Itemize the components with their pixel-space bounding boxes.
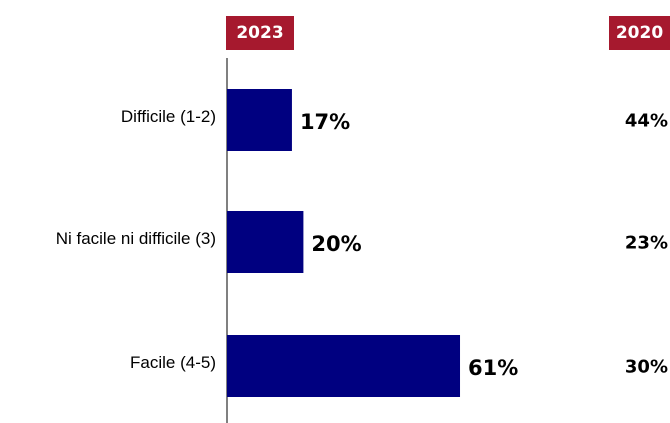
bar-2023-0 <box>227 89 292 151</box>
series-badge-2023-text: 2023 <box>236 23 284 43</box>
series-badge-2020: 2020 <box>609 16 670 50</box>
category-label-neutre: Ni facile ni difficile (3) <box>55 229 216 248</box>
bar-2023-1 <box>227 211 304 273</box>
value-label-2023-facile: 61% <box>468 356 519 380</box>
series-badge-2023: 2023 <box>226 16 294 50</box>
value-label-2023-neutre: 20% <box>311 232 362 256</box>
series-badge-2020-text: 2020 <box>615 23 664 43</box>
category-label-difficile: Difficile (1-2) <box>120 107 216 126</box>
category-label-facile: Facile (4-5) <box>130 353 216 372</box>
bar-2023-2 <box>227 335 461 397</box>
value-label-2020-difficile: 44% <box>624 110 668 132</box>
value-label-2023-difficile: 17% <box>299 110 351 134</box>
value-label-2020-facile: 30% <box>624 356 668 378</box>
value-label-2020-neutre: 23% <box>624 232 668 254</box>
